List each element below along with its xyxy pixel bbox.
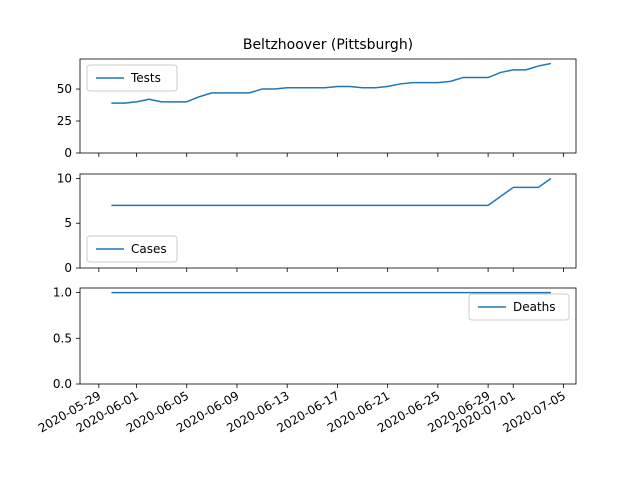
series-line-cases (111, 177, 552, 207)
y-tick-label: 0.5 (53, 331, 72, 345)
legend-label: Deaths (513, 300, 556, 314)
y-tick-label: 25 (57, 114, 72, 128)
axes-frame (79, 58, 577, 154)
y-tick-label: 50 (57, 82, 72, 96)
legend-box (468, 293, 570, 321)
y-tick-label: 0 (64, 146, 72, 160)
y-tick-label: 10 (57, 171, 72, 185)
legend: Deaths (468, 293, 570, 321)
legend-label: Cases (131, 242, 167, 256)
axes-frame (79, 173, 577, 269)
chart-title: Beltzhoover (Pittsburgh) (243, 37, 413, 53)
axes-frame (79, 287, 577, 385)
legend-box (86, 235, 178, 263)
panel-2: 0 5 10 Cases (57, 171, 577, 275)
panel-1: 0 25 50 Tests (57, 58, 577, 160)
legend-box (86, 64, 178, 92)
y-tick-label: 0.0 (53, 377, 72, 391)
series-line-tests (111, 62, 552, 104)
legend: Tests (86, 64, 178, 92)
legend-label: Tests (130, 71, 161, 85)
y-tick-label: 1.0 (53, 286, 72, 300)
y-tick-label: 0 (64, 261, 72, 275)
y-tick-label: 5 (64, 216, 72, 230)
panel-3: 0.0 0.5 1.0 Deaths (53, 286, 577, 391)
legend: Cases (86, 235, 178, 263)
